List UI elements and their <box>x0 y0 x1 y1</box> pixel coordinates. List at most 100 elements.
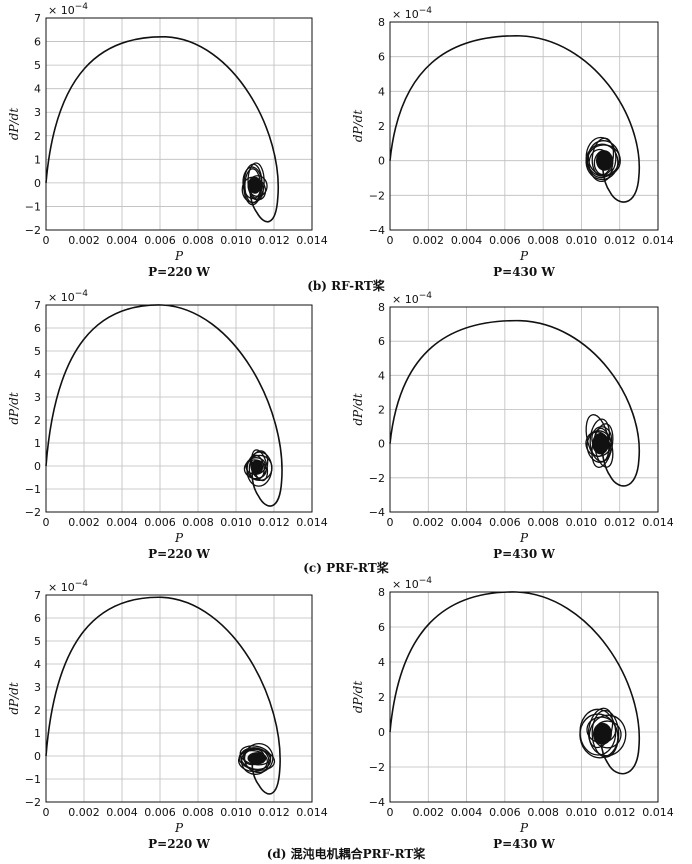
attractor-cluster <box>243 449 273 487</box>
x-tick-label: 0.006 <box>489 234 521 247</box>
attractor-loop <box>587 707 614 749</box>
x-tick-label: 0.010 <box>220 234 252 247</box>
x-tick-label: 0.012 <box>604 806 636 819</box>
x-tick-label: 0.014 <box>642 234 674 247</box>
y-tick-label: 8 <box>378 301 385 314</box>
x-tick-label: 0.014 <box>642 516 674 529</box>
y-tick-label: 6 <box>34 612 41 625</box>
x-axis-label: P <box>519 249 529 263</box>
y-tick-label: 4 <box>34 83 41 96</box>
y-tick-label: −2 <box>25 796 41 809</box>
x-tick-label: 0.008 <box>182 234 214 247</box>
y-tick-label: 0 <box>34 750 41 763</box>
panel-subtitle: P=430 W <box>493 265 555 279</box>
x-tick-label: 0.012 <box>258 806 290 819</box>
grid <box>45 594 313 803</box>
y-tick-label: 2 <box>34 130 41 143</box>
panel-subtitle: P=220 W <box>148 265 210 279</box>
x-tick-label: 0.012 <box>604 516 636 529</box>
panel-subtitle: P=430 W <box>493 837 555 851</box>
y-axis-label: dP/dt <box>351 681 365 713</box>
y-tick-label: −4 <box>369 796 385 809</box>
plot-frame <box>45 304 313 513</box>
y-tick-label: 1 <box>34 153 41 166</box>
x-tick-label: 0.012 <box>258 516 290 529</box>
group-caption: (b) RF-RT桨 <box>307 278 386 293</box>
x-tick-label: 0 <box>43 516 50 529</box>
trajectory-arc <box>45 596 281 795</box>
attractor-core <box>592 432 609 455</box>
y-tick-label: −2 <box>369 472 385 485</box>
attractor-core <box>247 752 267 765</box>
x-axis-label: P <box>174 531 184 545</box>
y-multiplier-label: × 10−4 <box>48 579 88 594</box>
attractor-cluster <box>238 742 276 775</box>
x-tick-label: 0.010 <box>566 806 598 819</box>
phase-plot-2: 0 0.002 0.004 0.006 0.008 0.010 0.012 0.014 −2 −1… <box>7 289 328 561</box>
x-tick-label: 0.004 <box>106 516 138 529</box>
plot-frame <box>45 594 313 803</box>
x-axis-label: P <box>174 249 184 263</box>
x-tick-label: 0.010 <box>220 516 252 529</box>
x-tick-label: 0.002 <box>413 516 445 529</box>
y-tick-label: 6 <box>378 335 385 348</box>
y-axis-label: dP/dt <box>351 110 365 142</box>
x-axis-label: P <box>519 531 529 545</box>
y-axis-label: dP/dt <box>7 108 21 140</box>
x-tick-label: 0.004 <box>451 516 483 529</box>
trajectory-arc <box>389 319 641 487</box>
y-tick-label: 2 <box>378 120 385 133</box>
x-tick-label: 0.008 <box>182 806 214 819</box>
y-tick-label: 5 <box>34 59 41 72</box>
attractor-cluster <box>579 707 627 759</box>
plot-frame <box>389 306 659 513</box>
x-tick-label: 0 <box>43 234 50 247</box>
y-tick-label: 2 <box>34 414 41 427</box>
y-tick-label: 8 <box>378 16 385 29</box>
x-tick-label: 0.006 <box>489 516 521 529</box>
attractor-loop <box>238 748 276 771</box>
grid <box>389 306 659 513</box>
phase-plot-1: 0 0.002 0.004 0.006 0.008 0.010 0.012 0.014 −4 −2… <box>351 6 674 279</box>
trajectory-arc <box>45 304 283 507</box>
x-tick-label: 0 <box>387 516 394 529</box>
trajectory-arc <box>389 591 641 775</box>
grid <box>389 21 659 231</box>
attractor-core <box>248 176 262 194</box>
attractor-loop <box>241 176 264 204</box>
y-multiplier-label: × 10−4 <box>392 576 432 591</box>
x-tick-label: 0.014 <box>296 234 328 247</box>
x-tick-label: 0.008 <box>527 234 559 247</box>
y-tick-label: 0 <box>378 155 385 168</box>
y-tick-label: −4 <box>369 506 385 519</box>
y-tick-label: 0 <box>34 460 41 473</box>
x-tick-label: 0.008 <box>527 806 559 819</box>
y-tick-label: 6 <box>378 621 385 634</box>
y-tick-label: −2 <box>369 761 385 774</box>
y-multiplier-label: × 10−4 <box>392 291 432 306</box>
attractor-loop <box>585 136 617 179</box>
y-tick-label: 2 <box>378 404 385 417</box>
y-tick-label: 4 <box>378 656 385 669</box>
x-tick-label: 0.014 <box>642 806 674 819</box>
y-tick-label: 1 <box>34 437 41 450</box>
x-tick-label: 0.014 <box>296 806 328 819</box>
y-tick-label: 3 <box>34 681 41 694</box>
phase-plot-5: 0 0.002 0.004 0.006 0.008 0.010 0.012 0.014 −4 −2… <box>351 576 674 851</box>
x-tick-label: 0.006 <box>144 234 176 247</box>
x-tick-label: 0.014 <box>296 516 328 529</box>
phase-plot-0: 0 0.002 0.004 0.006 0.008 0.010 0.012 0.014 −2 −1… <box>7 2 328 279</box>
y-tick-label: −1 <box>25 483 41 496</box>
phase-plot-3: 0 0.002 0.004 0.006 0.008 0.010 0.012 0.014 −4 −2… <box>351 291 674 561</box>
panel-subtitle: P=430 W <box>493 547 555 561</box>
plot-frame <box>389 21 659 231</box>
x-tick-label: 0.012 <box>258 234 290 247</box>
x-tick-label: 0 <box>387 234 394 247</box>
y-tick-label: 5 <box>34 635 41 648</box>
y-tick-label: −2 <box>25 506 41 519</box>
x-tick-label: 0.008 <box>182 516 214 529</box>
attractor-cluster <box>585 414 614 469</box>
y-tick-label: 4 <box>34 658 41 671</box>
x-tick-label: 0.002 <box>413 806 445 819</box>
y-tick-label: 6 <box>34 36 41 49</box>
